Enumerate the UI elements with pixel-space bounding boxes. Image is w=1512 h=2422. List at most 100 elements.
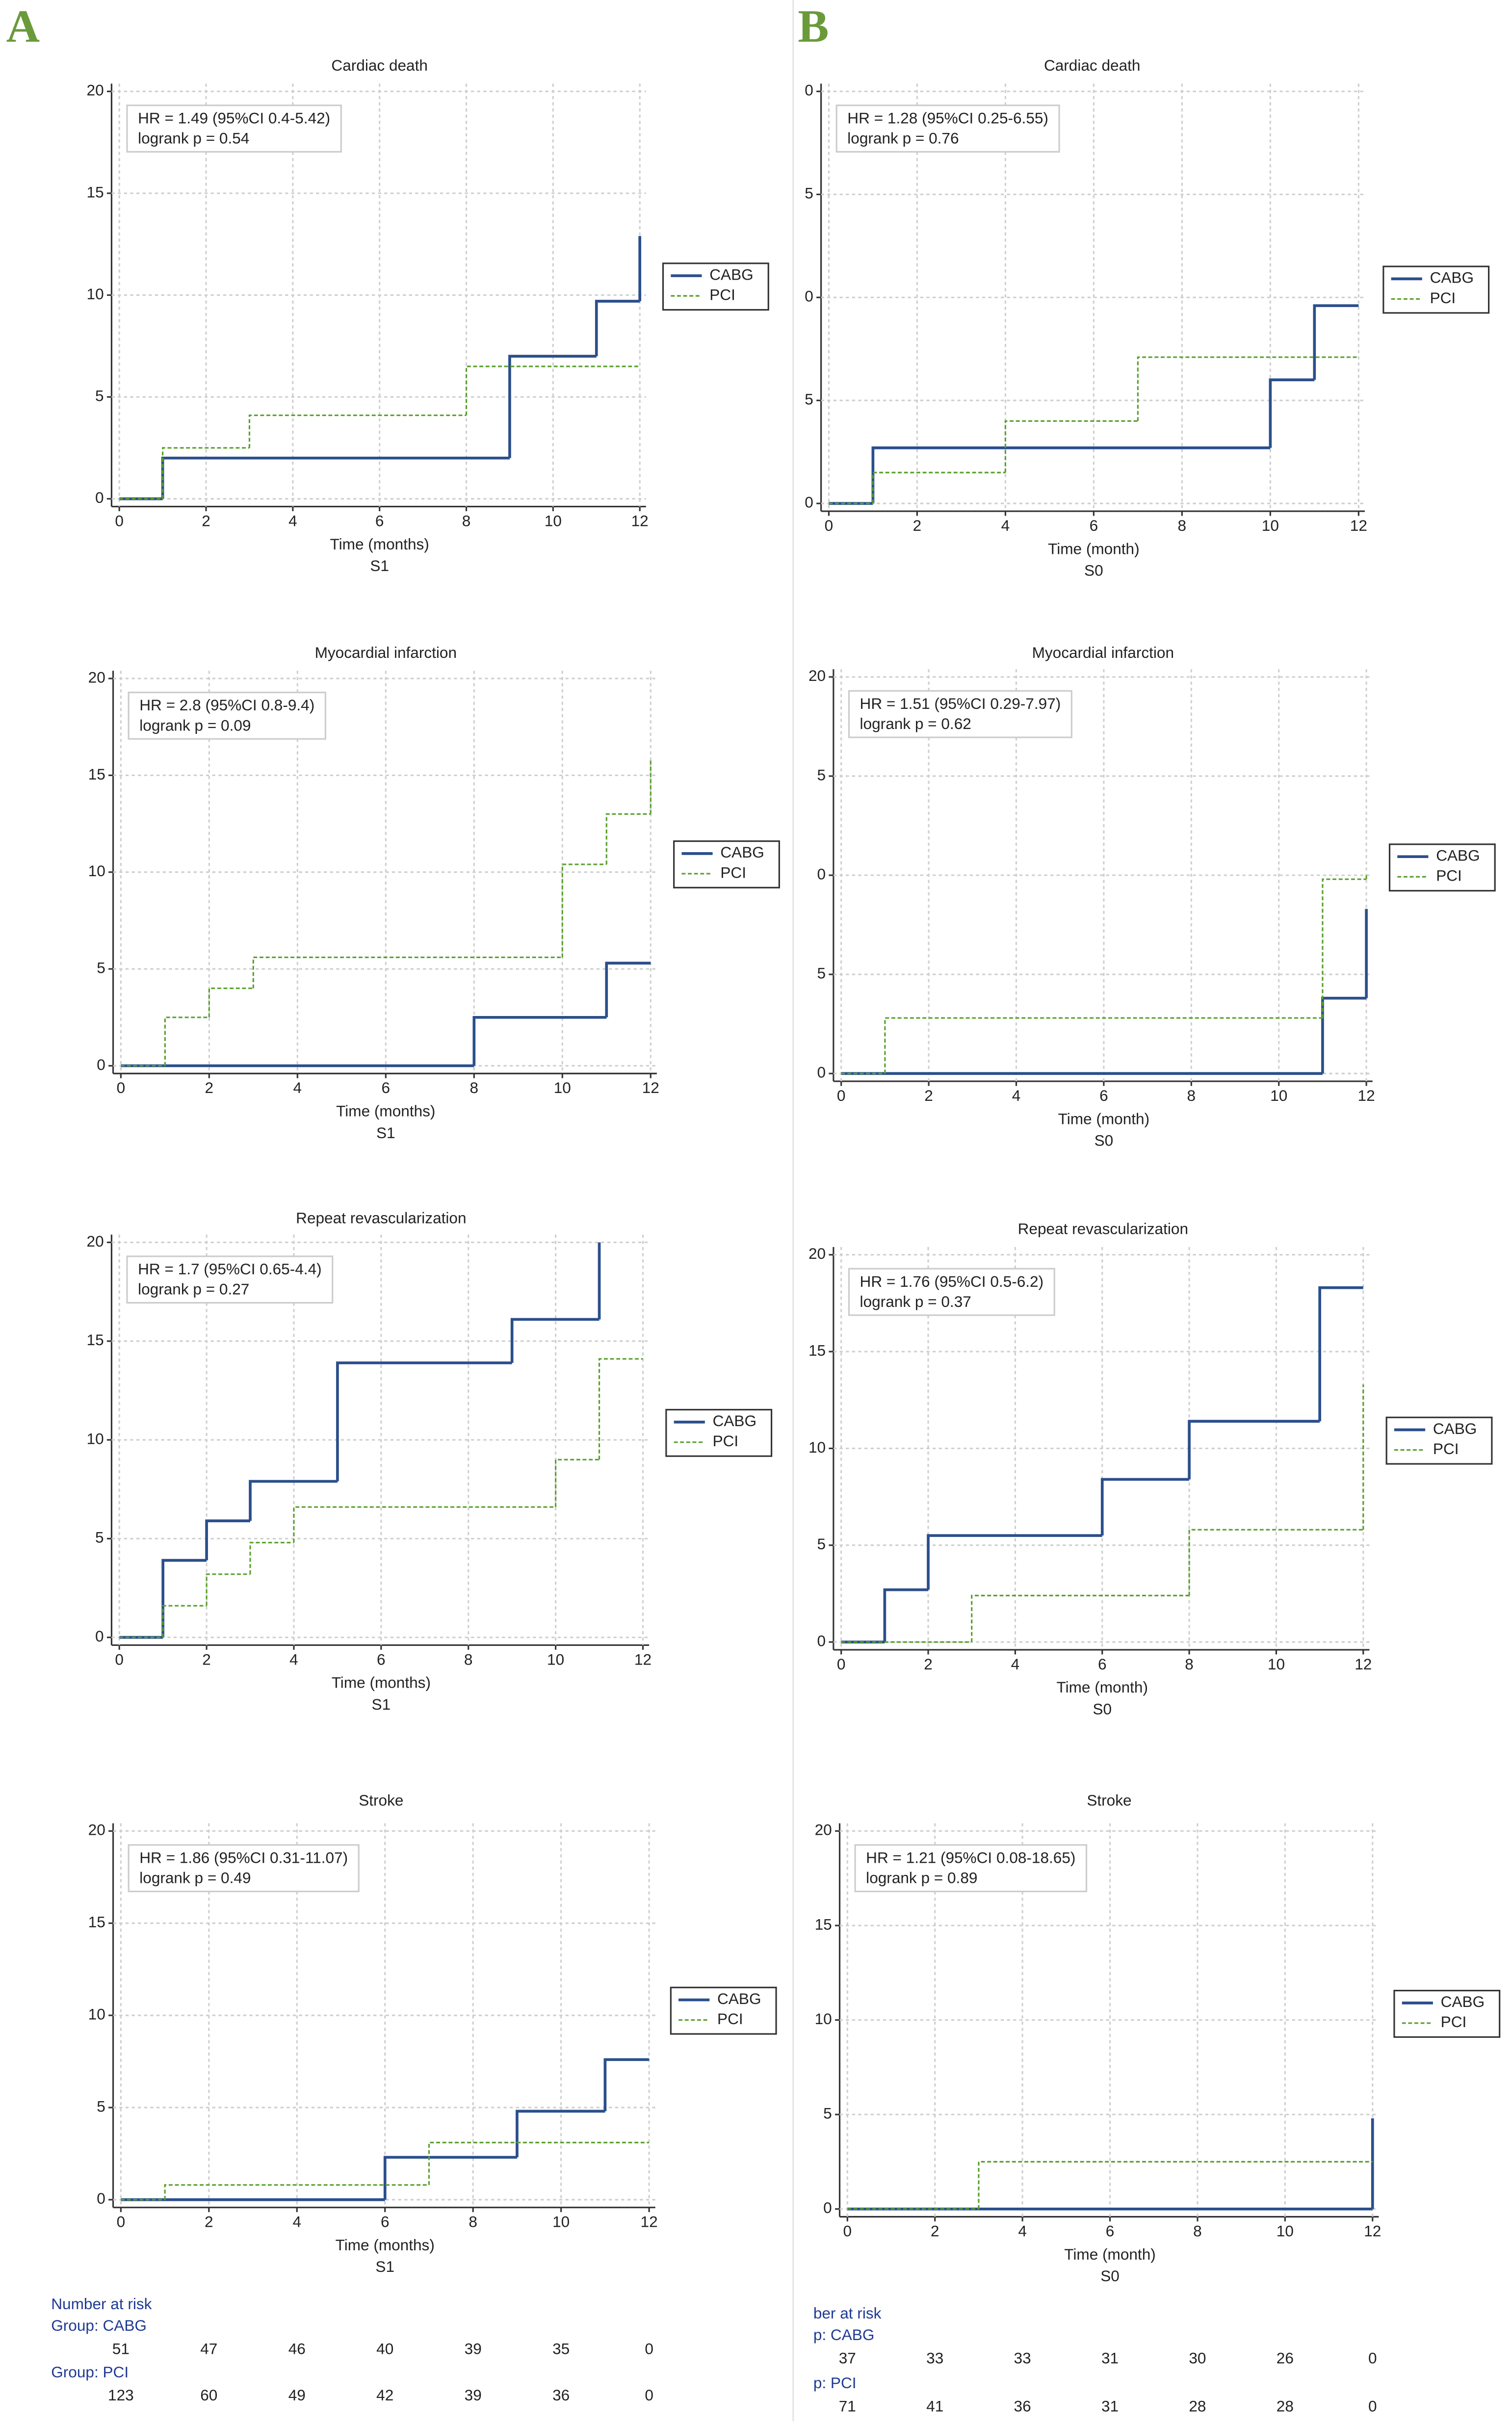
annotation: logrank p = 0.09 — [139, 716, 251, 734]
step-segment — [206, 1573, 251, 1606]
x-tick-label: 8 — [470, 1079, 479, 1096]
step-segment — [465, 365, 640, 416]
x-tick-label: 2 — [931, 2222, 939, 2240]
y-tick-label: 0 — [817, 1064, 826, 1081]
legend-frame — [673, 840, 780, 888]
annotation-frame — [848, 690, 1072, 738]
risk-value: 123 — [108, 2386, 134, 2404]
step-segment — [598, 1358, 643, 1460]
y-tick-label: 5 — [823, 2105, 832, 2122]
step-segment — [595, 300, 640, 357]
y-tick-label: 0 — [805, 494, 813, 511]
x-tick-label: 12 — [634, 1650, 652, 1668]
y-tick-label: 15 — [808, 1341, 826, 1359]
risk-value: 28 — [1189, 2397, 1206, 2415]
step-segment — [605, 813, 651, 864]
x-tick-label: 6 — [375, 512, 384, 529]
annotation-frame — [835, 104, 1060, 153]
chart-title: Stroke — [1087, 1792, 1131, 1809]
legend: CABG PCI — [1385, 1416, 1493, 1465]
legend: CABG PCI — [1382, 265, 1490, 314]
legend-frame — [665, 1408, 773, 1457]
x-tick-label: 0 — [117, 2213, 126, 2231]
step-segment — [871, 446, 1271, 504]
x-axis-label: Time (month) — [1058, 1110, 1149, 1127]
annotation-box: HR = 1.28 (95%CI 0.25-6.55) logrank p = 0… — [835, 104, 1060, 153]
legend-label: CABG — [1436, 847, 1480, 864]
step-segment — [249, 1541, 294, 1574]
legend-label: PCI — [709, 286, 735, 303]
y-tick-label: 15 — [815, 1915, 832, 1933]
x-axis-label: Time (month) — [1056, 1678, 1147, 1696]
legend-frame — [1382, 265, 1490, 314]
risk-group-label: Group: CABG — [51, 2317, 147, 2334]
x-axis-label: Time (month) — [1064, 2245, 1155, 2263]
x-tick-label: 12 — [642, 1079, 659, 1096]
step-segment — [971, 1594, 1190, 1642]
step-segment — [1188, 1529, 1363, 1596]
y-tick-label: 5 — [95, 387, 104, 404]
step-segment — [508, 355, 597, 458]
x-tick-label: 0 — [825, 517, 834, 534]
step-segment — [162, 447, 250, 499]
y-tick-label: 0 — [97, 1056, 105, 1073]
x-tick-label: 10 — [545, 512, 562, 529]
legend-label: PCI — [1433, 1440, 1459, 1458]
x-tick-label: 8 — [1185, 1655, 1194, 1673]
x-tick-label: 4 — [1012, 1087, 1021, 1104]
step-segment — [164, 1016, 209, 1066]
y-tick-label: 5 — [817, 1535, 826, 1553]
risk-value: 60 — [200, 2386, 217, 2404]
annotation: HR = 1.21 (95%CI 0.08-18.65) — [866, 1849, 1075, 1867]
x-tick-label: 4 — [293, 1079, 302, 1096]
step-segment — [872, 471, 1006, 504]
legend: CABG PCI — [662, 262, 769, 311]
x-tick-label: 2 — [202, 512, 210, 529]
x-tick-label: 8 — [1178, 517, 1187, 534]
x-sublabel: S1 — [370, 557, 389, 574]
x-tick-label: 0 — [837, 1087, 846, 1104]
x-axis-label: Time (months) — [336, 2236, 435, 2254]
chart-title: Myocardial infarction — [315, 644, 457, 661]
annotation-frame — [854, 1844, 1088, 1893]
step-segment — [555, 1458, 600, 1507]
risk-value: 49 — [288, 2386, 306, 2404]
risk-value: 33 — [926, 2349, 943, 2367]
x-tick-label: 4 — [292, 2213, 301, 2231]
y-tick-label: 15 — [88, 765, 105, 783]
y-tick-label: 10 — [815, 2010, 832, 2028]
legend: CABG PCI — [673, 840, 780, 888]
risk-value: 36 — [1014, 2397, 1031, 2415]
y-tick-label: 0 — [817, 865, 826, 883]
x-tick-label: 6 — [1099, 1087, 1108, 1104]
x-tick-label: 6 — [1098, 1655, 1107, 1673]
step-segment — [1100, 1478, 1190, 1536]
x-tick-label: 10 — [1270, 1087, 1287, 1104]
x-tick-label: 8 — [469, 2213, 477, 2231]
risk-value: 40 — [376, 2340, 393, 2358]
annotation: logrank p = 0.54 — [138, 130, 249, 147]
x-sublabel: S0 — [1095, 1132, 1114, 1149]
y-tick-label: 0 — [823, 2199, 832, 2216]
x-tick-label: 12 — [1355, 1655, 1372, 1673]
y-tick-label: 10 — [88, 862, 105, 880]
chart-title: Stroke — [359, 1792, 403, 1809]
x-tick-label: 8 — [462, 512, 471, 529]
risk-value: 41 — [926, 2397, 943, 2415]
risk-value: 42 — [376, 2386, 393, 2404]
annotation: HR = 2.8 (95%CI 0.8-9.4) — [139, 696, 314, 714]
y-tick-label: 0 — [805, 287, 813, 305]
step-segment — [603, 2058, 650, 2111]
legend-label: PCI — [1441, 2013, 1467, 2031]
step-segment — [164, 2184, 429, 2200]
x-tick-label: 10 — [1277, 2222, 1294, 2240]
x-tick-label: 12 — [1350, 517, 1367, 534]
step-segment — [978, 2161, 1373, 2209]
legend-label: PCI — [1430, 289, 1456, 307]
y-tick-label: 20 — [87, 1232, 104, 1250]
x-axis-label: Time (months) — [330, 535, 429, 553]
y-tick-label: 5 — [817, 766, 826, 783]
annotation: logrank p = 0.37 — [860, 1293, 971, 1310]
y-tick-label: 5 — [97, 2097, 105, 2115]
annotation-frame — [126, 104, 342, 153]
